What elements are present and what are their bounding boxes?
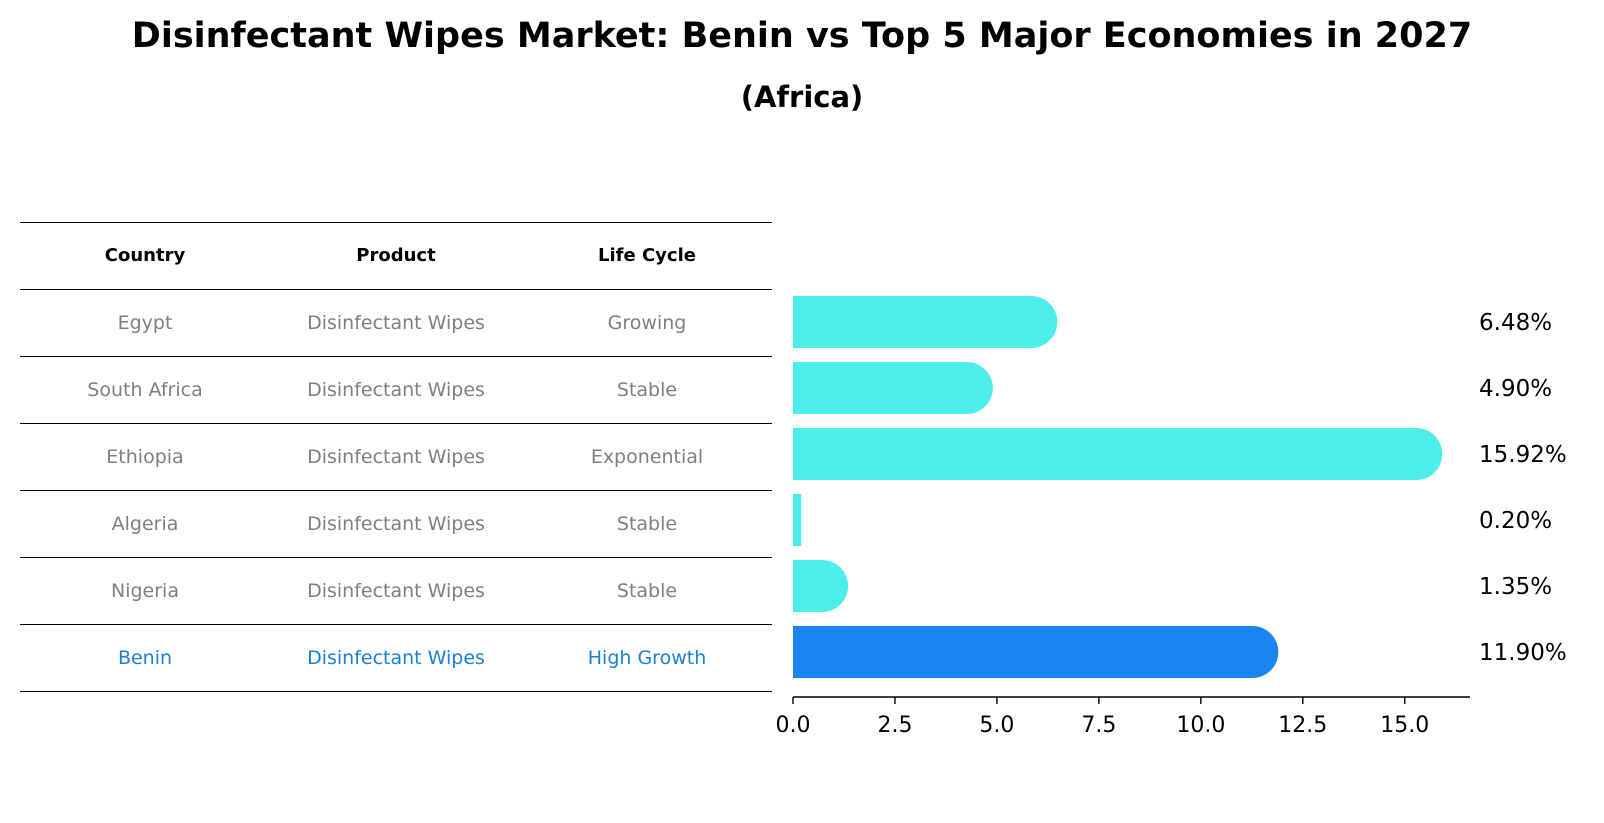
cell-country: South Africa — [87, 379, 203, 401]
bar-algeria — [793, 494, 802, 546]
cell-product: Disinfectant Wipes — [307, 312, 485, 334]
x-tick-label: 15.0 — [1380, 713, 1429, 738]
value-label: 6.48% — [1479, 310, 1552, 336]
x-tick-label: 5.0 — [979, 713, 1014, 738]
x-tick-label: 0.0 — [776, 713, 811, 738]
bar-nigeria — [793, 560, 849, 612]
table-row: Egypt Disinfectant Wipes Growing — [20, 289, 772, 356]
bar-egypt — [793, 296, 1058, 348]
cell-product: Disinfectant Wipes — [307, 379, 485, 401]
table-row-highlighted: Benin Disinfectant Wipes High Growth — [20, 624, 772, 692]
bar-south-africa — [793, 362, 993, 414]
cell-country: Nigeria — [111, 580, 179, 602]
header-product: Product — [356, 245, 436, 266]
value-label: 15.92% — [1479, 442, 1567, 468]
chart-subtitle: (Africa) — [740, 80, 864, 114]
cell-country: Egypt — [117, 312, 173, 334]
cell-product: Disinfectant Wipes — [307, 513, 485, 535]
x-tick-label: 12.5 — [1278, 713, 1327, 738]
cell-life-cycle: Stable — [616, 379, 678, 401]
bar-ethiopia — [793, 428, 1443, 480]
cell-life-cycle: High Growth — [587, 647, 707, 669]
table-row: South Africa Disinfectant Wipes Stable — [20, 356, 772, 423]
value-label: 0.20% — [1479, 508, 1552, 534]
cell-product: Disinfectant Wipes — [307, 446, 485, 468]
cell-product: Disinfectant Wipes — [307, 647, 485, 669]
data-table: Country Product Life Cycle Egypt Disinfe… — [20, 222, 772, 692]
cell-country: Algeria — [111, 513, 179, 535]
value-label: 4.90% — [1479, 376, 1552, 402]
cell-product: Disinfectant Wipes — [307, 580, 485, 602]
x-tick-label: 10.0 — [1176, 713, 1225, 738]
x-tick-label: 7.5 — [1081, 713, 1116, 738]
table-row: Algeria Disinfectant Wipes Stable — [20, 490, 772, 557]
table-row: Nigeria Disinfectant Wipes Stable — [20, 557, 772, 624]
cell-country: Benin — [117, 647, 173, 669]
value-label: 1.35% — [1479, 574, 1552, 600]
value-label: 11.90% — [1479, 640, 1567, 666]
bar-benin — [793, 626, 1279, 678]
header-country: Country — [104, 245, 186, 266]
table-row: Ethiopia Disinfectant Wipes Exponential — [20, 423, 772, 490]
cell-life-cycle: Stable — [616, 513, 678, 535]
table-header-row: Country Product Life Cycle — [20, 222, 772, 289]
chart-title: Disinfectant Wipes Market: Benin vs Top … — [131, 16, 1473, 56]
cell-life-cycle: Growing — [607, 312, 687, 334]
cell-life-cycle: Stable — [616, 580, 678, 602]
cell-country: Ethiopia — [106, 446, 184, 468]
x-tick-label: 2.5 — [877, 713, 912, 738]
cell-life-cycle: Exponential — [590, 446, 704, 468]
header-life-cycle: Life Cycle — [598, 245, 696, 266]
